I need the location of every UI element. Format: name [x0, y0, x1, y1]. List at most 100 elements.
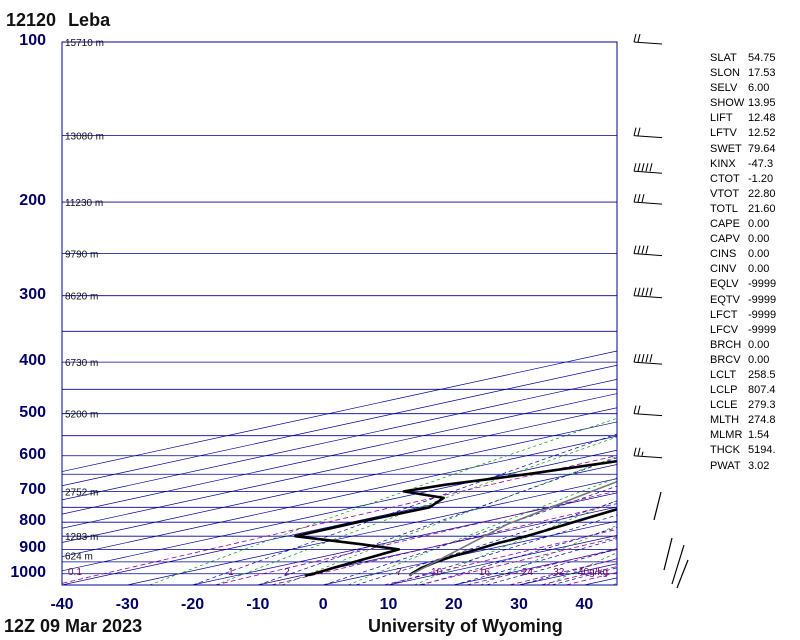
moist-adiabat: [388, 514, 617, 585]
index-value: 807.4: [748, 384, 776, 397]
index-key: THCK: [710, 444, 740, 457]
wind-barb-feather: [637, 447, 641, 456]
index-row: TOTL 21.60: [710, 202, 776, 217]
wind-barb-feather: [633, 447, 637, 456]
mixing-ratio-label: 10: [431, 567, 443, 578]
height-label: 11230 m: [65, 198, 103, 209]
trace-temp: [408, 507, 617, 577]
plot-frame: [61, 41, 618, 586]
mixing-ratio-line: [62, 455, 617, 584]
temperature-tick-label: -30: [115, 596, 139, 613]
pressure-tick-label: 200: [19, 192, 46, 210]
isotherm-line: [62, 421, 617, 543]
moist-adiabat: [323, 485, 617, 585]
pressure-tick-label: 700: [19, 481, 46, 499]
index-key: LFTV: [710, 127, 737, 140]
isotherm-line: [62, 449, 617, 572]
wind-barb-feather: [637, 127, 641, 136]
index-row: EQLV -9999: [710, 277, 776, 292]
wind-barb-feather: [633, 193, 637, 203]
index-value: 12.48: [748, 112, 776, 125]
mixing-ratio-line: [466, 548, 617, 585]
wind-barb-staff: [633, 413, 663, 417]
dry-adiabat: [149, 417, 617, 585]
index-key: MLMR: [710, 429, 743, 442]
temperature-tick-label: 40: [575, 596, 594, 613]
mixing-ratio-label: 7: [396, 567, 402, 578]
wind-barbs: [633, 33, 689, 589]
index-value: 79.64: [748, 142, 776, 155]
moist-adiabat: [486, 548, 617, 585]
wind-barb-feather: [633, 127, 637, 136]
wind-barb-feather: [637, 287, 641, 296]
index-value: -9999: [748, 278, 777, 291]
isotherm-line: [127, 478, 617, 585]
wind-barb-feather: [637, 163, 641, 172]
index-row: BRCH 0.00: [710, 338, 776, 353]
dry-adiabat: [414, 500, 617, 585]
moist-adiabat: [421, 527, 617, 585]
index-value: -9999: [748, 293, 777, 306]
wind-barb-feather: [633, 287, 637, 296]
index-value: -47.3: [748, 157, 774, 170]
wind-barb-feather: [637, 193, 641, 203]
index-key: BRCH: [710, 338, 742, 351]
index-key: TOTL: [710, 202, 738, 215]
wind-barb-staff: [633, 170, 663, 174]
wind-barb-feather: [633, 33, 637, 43]
index-key: BRCV: [710, 353, 741, 366]
index-row: LIFT 12.48: [710, 111, 776, 126]
index-value: 0.00: [748, 338, 770, 351]
index-value: 17.53: [748, 67, 776, 80]
wind-barb-feather: [641, 163, 645, 172]
index-key: EQTV: [710, 293, 740, 306]
index-key: SHOW: [710, 97, 745, 110]
wind-barb-feather: [637, 405, 641, 414]
wind-barb-feather: [641, 245, 645, 254]
index-key: SLAT: [710, 52, 737, 64]
index-value: -1.20: [748, 172, 774, 185]
pressure-tick-label: 900: [19, 539, 46, 557]
temperature-tick-label: -40: [50, 596, 74, 613]
index-key: LFCV: [710, 323, 739, 336]
temperature-tick-label: 20: [444, 596, 463, 613]
wind-barb-staff: [633, 201, 663, 205]
index-key: LCLT: [710, 368, 737, 381]
height-label: 8620 m: [65, 292, 98, 303]
wind-barb-feather: [645, 163, 649, 172]
isotherm-line: [62, 379, 617, 501]
wind-barb-feather: [649, 163, 653, 172]
wind-barb-feather: [633, 405, 637, 414]
footer-source: University of Wyoming: [368, 616, 563, 636]
wind-barb-feather: [637, 245, 641, 254]
pressure-tick-label: 800: [19, 512, 46, 530]
dry-adiabat: [215, 436, 617, 585]
index-key: LIFT: [710, 112, 733, 125]
index-row: CAPV 0.00: [710, 232, 776, 247]
moist-adiabat: [192, 433, 617, 585]
index-key: EQLV: [710, 278, 739, 291]
wind-barb-feather: [641, 287, 645, 296]
wind-barb-feather: [637, 33, 641, 43]
pressure-tick-label: 100: [19, 32, 46, 49]
height-label: 2752 m: [65, 487, 98, 498]
mixing-ratio-line: [509, 558, 617, 585]
mixing-ratio-label: 32: [553, 567, 565, 578]
height-label: 15710 m: [65, 38, 104, 49]
isotherm-line: [62, 407, 617, 529]
isotherm-line: [62, 350, 617, 472]
index-row: SLAT 54.75: [710, 51, 776, 66]
index-value: 258.5: [748, 368, 776, 381]
height-label: 9790 m: [65, 250, 98, 261]
temperature-tick-label: 30: [510, 596, 528, 613]
isotherm-line: [62, 393, 617, 515]
index-row: LCLP 807.4: [710, 383, 776, 398]
index-row: LCLT 258.5: [710, 368, 776, 383]
mixing-ratio-line: [383, 528, 617, 585]
sounding-traces: [293, 459, 617, 577]
diagram-grid: [62, 42, 617, 585]
isotherm-line: [62, 435, 617, 557]
index-key: CAPE: [710, 218, 740, 231]
index-value: 12.52: [748, 127, 776, 140]
index-row: SHOW 13.95: [710, 96, 776, 111]
